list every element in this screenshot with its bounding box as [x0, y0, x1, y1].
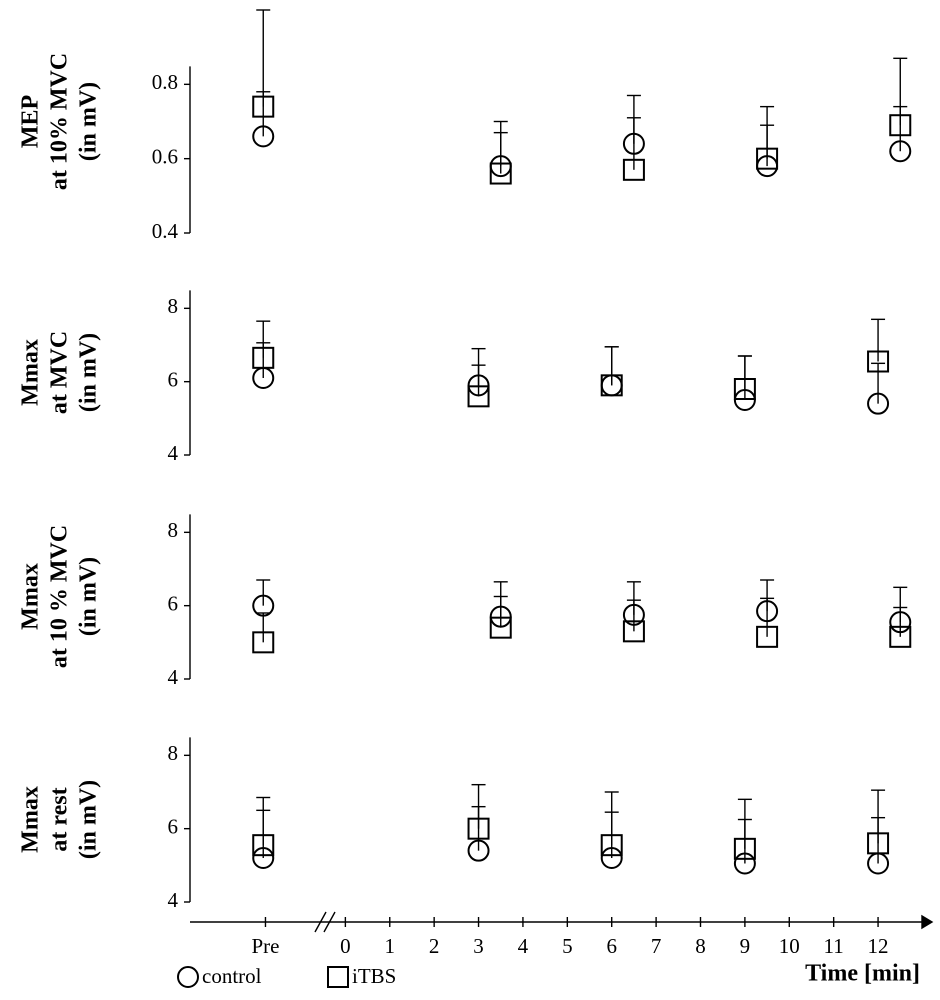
legend-marker: [327, 966, 349, 988]
y-axis-label: at MVC: [47, 331, 73, 414]
point: [622, 620, 645, 643]
point: [489, 616, 512, 639]
point: [733, 837, 756, 860]
y-tick-label: 4: [168, 888, 179, 912]
point: [600, 374, 623, 397]
x-tick-label: 12: [868, 934, 889, 958]
point: [733, 378, 756, 400]
y-axis-label: at 10 % MVC: [47, 525, 73, 668]
x-axis-label: Time [min]: [805, 961, 920, 987]
point: [252, 847, 275, 869]
y-axis-label: Mmax: [18, 563, 44, 630]
point: [467, 839, 490, 862]
x-tick-label: 5: [562, 934, 573, 958]
point: [489, 162, 512, 185]
point: [889, 114, 912, 137]
point: [467, 385, 490, 408]
y-tick-label: 4: [168, 441, 179, 465]
x-tick-label: 2: [429, 934, 440, 958]
point: [889, 625, 912, 648]
y-axis-label: Mmax: [18, 339, 44, 406]
x-tick-label: 7: [651, 934, 662, 958]
x-tick-label: 1: [385, 934, 396, 958]
y-axis-label: (in mV): [76, 557, 102, 636]
y-tick-label: 4: [168, 665, 179, 689]
y-axis-label: Mmax: [18, 786, 44, 853]
point: [733, 852, 756, 875]
x-tick-label: 6: [606, 934, 617, 958]
point: [252, 834, 275, 857]
point: [600, 847, 623, 869]
x-tick-label: 10: [779, 934, 800, 958]
point: [867, 392, 890, 415]
y-axis-label: (in mV): [76, 333, 102, 412]
y-tick-label: 6: [168, 814, 179, 838]
point: [467, 817, 490, 840]
point: [252, 95, 275, 118]
x-tick-label: Pre: [251, 934, 279, 958]
point: [252, 346, 275, 369]
y-tick-label: 0.4: [152, 219, 179, 243]
y-axis-label: at 10% MVC: [47, 53, 73, 190]
y-tick-label: 8: [168, 294, 179, 318]
x-tick-label: 4: [518, 934, 529, 958]
x-tick-label: 11: [824, 934, 844, 958]
point: [756, 625, 779, 648]
y-axis-label: MEP: [18, 95, 44, 148]
y-tick-label: 0.8: [152, 70, 178, 94]
point: [756, 147, 779, 170]
x-tick-label: 3: [473, 934, 484, 958]
y-axis-label: at rest: [47, 787, 73, 851]
x-tick-label: 0: [340, 934, 351, 958]
y-tick-label: 0.6: [152, 144, 178, 168]
point: [867, 350, 890, 373]
point: [889, 140, 912, 163]
y-tick-label: 6: [168, 367, 179, 391]
legend-label: iTBS: [352, 964, 396, 988]
point: [622, 158, 645, 181]
point: [867, 832, 890, 855]
y-axis-label: (in mV): [76, 780, 102, 859]
y-tick-label: 8: [168, 741, 179, 765]
x-tick-label: 9: [740, 934, 751, 958]
x-tick-label: 8: [695, 934, 706, 958]
point: [252, 631, 275, 654]
y-axis-label: (in mV): [76, 82, 102, 161]
y-tick-label: 8: [168, 518, 179, 542]
point: [600, 834, 623, 857]
y-tick-label: 6: [168, 591, 179, 615]
legend-marker: [177, 966, 199, 988]
legend-label: control: [202, 964, 262, 988]
point: [252, 125, 275, 148]
